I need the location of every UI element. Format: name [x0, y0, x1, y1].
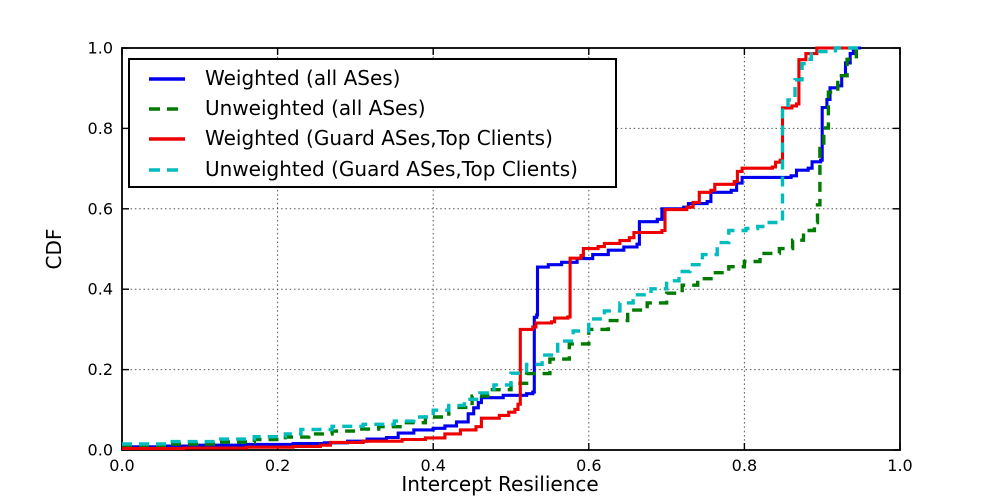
legend-label: Weighted (all ASes)	[205, 66, 401, 91]
x-tick-label: 1.0	[887, 456, 912, 475]
legend-line-sample-solid	[149, 137, 185, 142]
legend-label: Weighted (Guard ASes,Top Clients)	[205, 126, 553, 151]
x-tick-label: 0.4	[420, 456, 445, 475]
y-tick-label: 0.0	[88, 441, 113, 460]
series-line-weighted-guard-ases-top-clients	[122, 46, 854, 450]
legend-item-weighted-guard-ases-top-clients: Weighted (Guard ASes,Top Clients)	[148, 124, 615, 154]
legend-item-weighted-all-ases: Weighted (all ASes)	[148, 64, 615, 94]
legend-line-sample-dashed	[149, 167, 185, 172]
legend-item-unweighted-guard-ases-top-clients: Unweighted (Guard ASes,Top Clients)	[148, 155, 615, 185]
y-tick-label: 0.4	[88, 280, 113, 299]
y-tick-label: 1.0	[88, 39, 113, 58]
y-tick-label: 0.2	[88, 360, 113, 379]
x-tick-label: 0.6	[576, 456, 601, 475]
x-axis-label: Intercept Resilience	[401, 472, 599, 496]
x-tick-label: 0.8	[732, 456, 757, 475]
x-tick-label: 0.2	[265, 456, 290, 475]
legend-item-unweighted-all-ases: Unweighted (all ASes)	[148, 94, 615, 124]
series-line-weighted-all-ases	[122, 46, 862, 449]
y-tick-label: 0.6	[88, 199, 113, 218]
legend-line-sample-dashed	[149, 107, 185, 111]
axes-frame	[121, 47, 901, 451]
legend-label: Unweighted (Guard ASes,Top Clients)	[205, 156, 578, 181]
legend-line-sample-solid	[149, 77, 185, 81]
y-tick-label: 0.8	[88, 119, 113, 138]
x-tick-label: 0.0	[109, 456, 134, 475]
legend: Weighted (all ASes) Unweighted (all ASes)…	[128, 58, 617, 188]
series-line-unweighted-all-ases	[122, 46, 863, 448]
legend-label: Unweighted (all ASes)	[205, 96, 426, 121]
y-axis-label: CDF	[42, 228, 66, 270]
